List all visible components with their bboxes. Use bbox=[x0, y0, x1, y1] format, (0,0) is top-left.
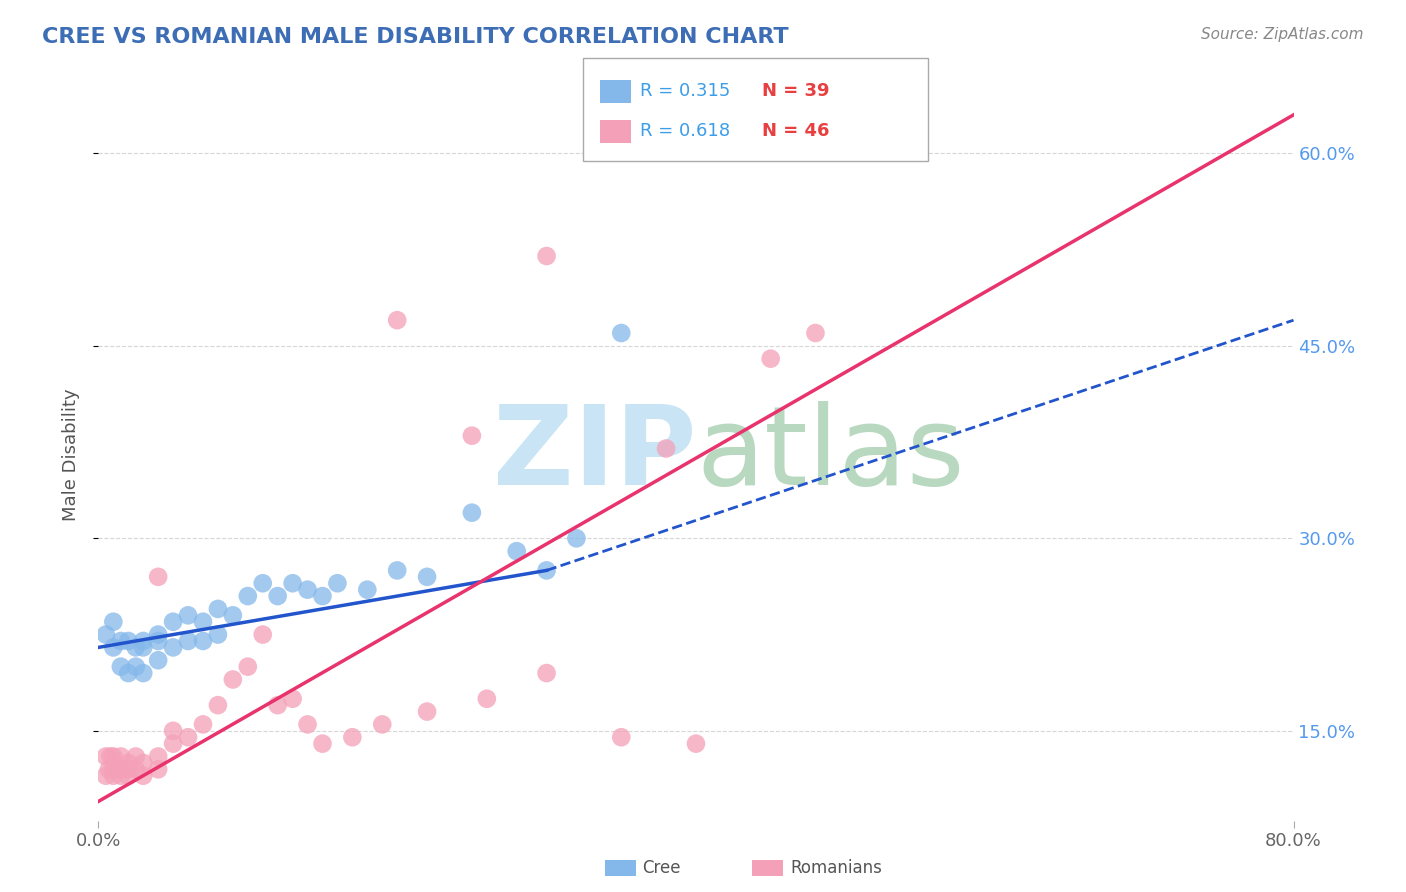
Point bbox=[148, 570, 170, 584]
Point bbox=[110, 762, 132, 776]
Point bbox=[191, 717, 214, 731]
Text: Romanians: Romanians bbox=[790, 859, 882, 877]
Point bbox=[148, 653, 170, 667]
Point bbox=[385, 563, 409, 577]
Point bbox=[103, 762, 125, 776]
Point bbox=[536, 249, 558, 263]
Point bbox=[103, 640, 125, 655]
Point bbox=[297, 717, 319, 731]
Point bbox=[222, 608, 245, 623]
Point bbox=[177, 608, 200, 623]
Point bbox=[117, 634, 139, 648]
Point bbox=[804, 326, 827, 340]
Point bbox=[94, 769, 117, 783]
Point bbox=[125, 762, 148, 776]
Point bbox=[252, 627, 274, 641]
Point bbox=[281, 576, 304, 591]
Point bbox=[105, 762, 128, 776]
Text: R = 0.618: R = 0.618 bbox=[640, 122, 730, 140]
Point bbox=[103, 769, 125, 783]
Point bbox=[236, 659, 259, 673]
Text: R = 0.315: R = 0.315 bbox=[640, 82, 730, 100]
Point bbox=[371, 717, 394, 731]
Point bbox=[565, 532, 588, 546]
Point bbox=[148, 762, 170, 776]
Point bbox=[610, 730, 633, 744]
Point bbox=[416, 570, 439, 584]
Point bbox=[132, 634, 155, 648]
Point bbox=[162, 615, 184, 629]
Point bbox=[148, 749, 170, 764]
Text: Cree: Cree bbox=[643, 859, 681, 877]
Point bbox=[236, 589, 259, 603]
Point bbox=[132, 640, 155, 655]
Point bbox=[536, 666, 558, 681]
Point bbox=[177, 634, 200, 648]
Point bbox=[267, 589, 290, 603]
Point bbox=[342, 730, 364, 744]
Point bbox=[416, 705, 439, 719]
Point bbox=[148, 634, 170, 648]
Point bbox=[536, 563, 558, 577]
Point bbox=[311, 737, 333, 751]
Point bbox=[281, 691, 304, 706]
Point bbox=[461, 428, 484, 442]
Point bbox=[385, 313, 409, 327]
Point bbox=[132, 666, 155, 681]
Point bbox=[132, 769, 155, 783]
Point bbox=[506, 544, 529, 558]
Point bbox=[685, 737, 707, 751]
Text: CREE VS ROMANIAN MALE DISABILITY CORRELATION CHART: CREE VS ROMANIAN MALE DISABILITY CORRELA… bbox=[42, 27, 789, 46]
Point bbox=[461, 506, 484, 520]
Text: atlas: atlas bbox=[696, 401, 965, 508]
Point bbox=[117, 756, 139, 770]
Point bbox=[103, 749, 125, 764]
Point bbox=[94, 627, 117, 641]
Point bbox=[162, 640, 184, 655]
Point bbox=[177, 730, 200, 744]
Text: Source: ZipAtlas.com: Source: ZipAtlas.com bbox=[1201, 27, 1364, 42]
Point bbox=[207, 602, 229, 616]
Point bbox=[610, 326, 633, 340]
Point bbox=[98, 749, 122, 764]
Point bbox=[191, 615, 214, 629]
Point bbox=[475, 691, 498, 706]
Point bbox=[97, 762, 120, 776]
Point bbox=[252, 576, 274, 591]
Text: N = 39: N = 39 bbox=[762, 82, 830, 100]
Point bbox=[125, 659, 148, 673]
Point bbox=[117, 666, 139, 681]
Y-axis label: Male Disability: Male Disability bbox=[62, 389, 80, 521]
Point bbox=[132, 756, 155, 770]
Point bbox=[267, 698, 290, 713]
Point bbox=[759, 351, 782, 366]
Point bbox=[356, 582, 378, 597]
Point bbox=[125, 749, 148, 764]
Text: N = 46: N = 46 bbox=[762, 122, 830, 140]
Point bbox=[162, 723, 184, 738]
Point bbox=[110, 659, 132, 673]
Point bbox=[110, 634, 132, 648]
Point bbox=[222, 673, 245, 687]
Point bbox=[207, 698, 229, 713]
Point bbox=[311, 589, 333, 603]
Point bbox=[148, 627, 170, 641]
Point bbox=[162, 737, 184, 751]
Point bbox=[103, 615, 125, 629]
Point bbox=[655, 442, 678, 456]
Point bbox=[125, 640, 148, 655]
Point bbox=[326, 576, 349, 591]
Point bbox=[94, 749, 117, 764]
Point bbox=[110, 749, 132, 764]
Point bbox=[207, 627, 229, 641]
Point bbox=[110, 769, 132, 783]
Text: ZIP: ZIP bbox=[492, 401, 696, 508]
Point bbox=[117, 769, 139, 783]
Point bbox=[297, 582, 319, 597]
Point bbox=[191, 634, 214, 648]
Point bbox=[117, 762, 139, 776]
